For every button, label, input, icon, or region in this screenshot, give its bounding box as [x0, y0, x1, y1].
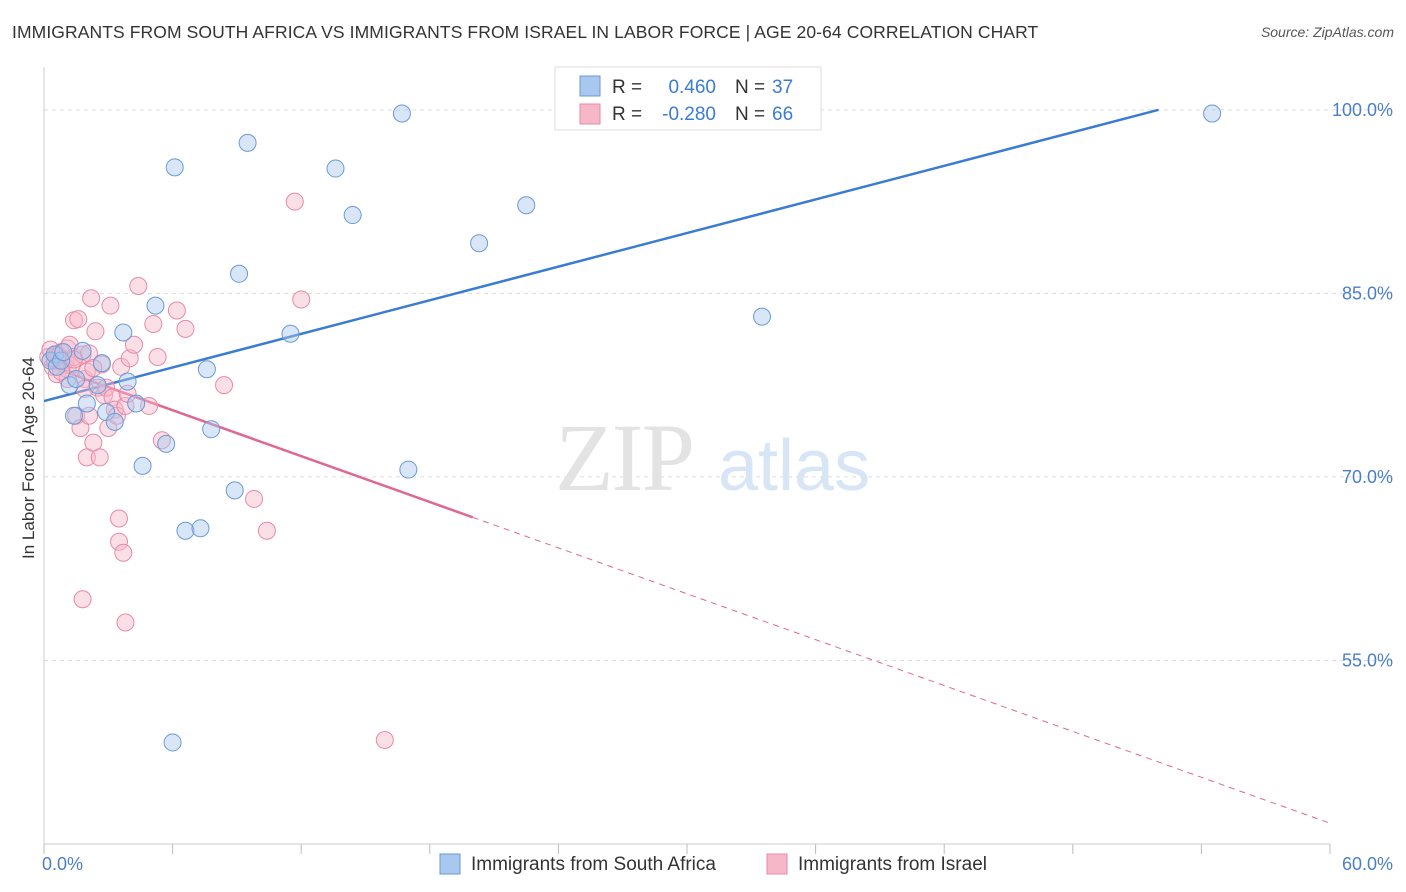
data-point-south-africa: [399, 460, 418, 479]
data-point-south-africa: [225, 481, 244, 500]
y-tick-label: 85.0%: [1342, 283, 1393, 303]
correlation-legend: R = 0.460 N = 37 R = -0.280 N = 66: [554, 66, 822, 131]
data-point-south-africa: [343, 206, 362, 225]
data-point-south-africa: [163, 733, 182, 752]
data-point-south-africa: [133, 456, 152, 475]
data-point-south-africa: [118, 372, 137, 391]
legend-n-value-israel: 66: [772, 104, 793, 125]
bottom-legend-swatch-israel: [766, 853, 788, 875]
data-point-south-africa: [67, 370, 86, 389]
data-point-south-africa: [197, 360, 216, 379]
data-point-south-africa: [92, 354, 111, 373]
data-point-israel: [110, 509, 129, 528]
data-point-israel: [176, 319, 195, 338]
watermark-zip: ZIP: [555, 404, 693, 511]
chart-source: Source: ZipAtlas.com: [1260, 24, 1394, 40]
data-point-israel: [110, 532, 129, 551]
trend-line-south-africa: [43, 108, 1159, 403]
legend-r-label-south-africa: R =: [612, 77, 642, 98]
legend-r-value-south-africa: 0.460: [668, 77, 716, 98]
legend-n-label-israel: N =: [735, 104, 765, 125]
data-point-south-africa: [202, 420, 221, 439]
data-point-israel: [86, 322, 105, 341]
data-point-south-africa: [326, 159, 345, 178]
data-point-south-africa: [753, 307, 772, 326]
data-point-south-africa: [105, 412, 124, 431]
data-point-south-africa: [238, 133, 257, 152]
data-point-israel: [120, 349, 139, 368]
y-tick-label: 100.0%: [1332, 100, 1393, 120]
data-point-israel: [257, 521, 276, 540]
data-point-south-africa: [165, 158, 184, 177]
axes: [43, 67, 1331, 854]
legend-swatch-south-africa: [579, 75, 601, 97]
bottom-legend-label-israel: Immigrants from Israel: [798, 854, 987, 875]
south-africa-points: [41, 104, 1222, 752]
x-tick-label-min: 0.0%: [42, 854, 83, 874]
data-point-south-africa: [392, 104, 411, 123]
data-point-south-africa: [470, 234, 489, 253]
y-tick-labels: 55.0% 70.0% 85.0% 100.0%: [1332, 100, 1393, 671]
data-point-south-africa: [1203, 104, 1222, 123]
data-point-south-africa: [176, 521, 195, 540]
data-point-israel: [90, 448, 109, 467]
y-tick-label: 55.0%: [1342, 650, 1393, 670]
data-point-israel: [101, 296, 120, 315]
data-point-israel: [114, 543, 133, 562]
data-point-israel: [292, 290, 311, 309]
legend-r-label-israel: R =: [612, 104, 642, 125]
data-point-israel: [69, 310, 88, 329]
data-point-south-africa: [54, 343, 73, 362]
y-axis-label: In Labor Force | Age 20-64: [19, 357, 38, 559]
data-point-israel: [215, 376, 234, 395]
data-point-israel: [84, 359, 103, 378]
data-point-israel: [167, 301, 186, 320]
watermark: ZIP atlas: [555, 404, 870, 511]
data-point-israel: [116, 613, 135, 632]
data-point-south-africa: [517, 196, 536, 215]
data-point-south-africa: [191, 519, 210, 538]
bottom-legend-swatch-south-africa: [439, 853, 461, 875]
bottom-legend-label-south-africa: Immigrants from South Africa: [471, 854, 716, 875]
trend-line-israel-extension: [472, 516, 1331, 824]
data-point-south-africa: [157, 434, 176, 453]
data-point-south-africa: [230, 264, 249, 283]
chart-title: IMMIGRANTS FROM SOUTH AFRICA VS IMMIGRAN…: [12, 22, 1039, 42]
data-point-israel: [285, 192, 304, 211]
data-point-israel: [73, 590, 92, 609]
data-point-israel: [82, 289, 101, 308]
legend-n-label-south-africa: N =: [735, 77, 765, 98]
data-point-south-africa: [88, 376, 107, 395]
legend-r-value-israel: -0.280: [662, 104, 716, 125]
data-point-israel: [375, 730, 394, 749]
data-point-israel: [245, 489, 264, 508]
grid-lines: [44, 109, 1393, 661]
x-tick-label-max: 60.0%: [1342, 854, 1393, 874]
data-point-south-africa: [281, 324, 300, 343]
y-tick-label: 70.0%: [1342, 467, 1393, 487]
data-point-south-africa: [114, 323, 133, 342]
data-point-south-africa: [127, 394, 146, 413]
data-point-south-africa: [146, 296, 165, 315]
legend-swatch-israel: [579, 103, 601, 125]
watermark-atlas: atlas: [718, 426, 870, 506]
series-legend: Immigrants from South Africa Immigrants …: [439, 853, 987, 875]
data-point-south-africa: [73, 341, 92, 360]
legend-n-value-south-africa: 37: [772, 77, 793, 98]
data-point-israel: [129, 277, 148, 296]
data-point-israel: [148, 347, 167, 366]
data-point-south-africa: [77, 394, 96, 413]
data-point-israel: [125, 335, 144, 354]
data-point-south-africa: [65, 406, 84, 425]
data-point-israel: [144, 314, 163, 333]
